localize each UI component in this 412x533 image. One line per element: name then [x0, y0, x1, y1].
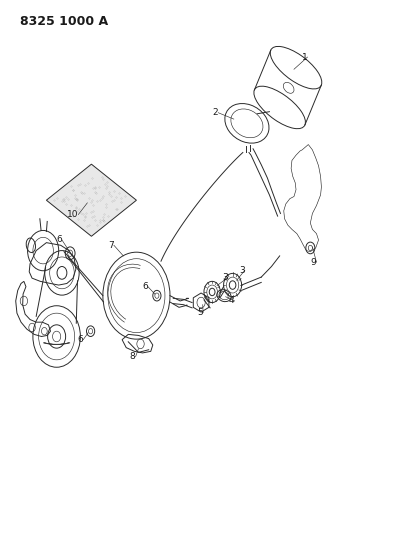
- Text: 2: 2: [213, 108, 218, 117]
- Text: 4: 4: [229, 296, 235, 305]
- Text: 1: 1: [302, 53, 307, 62]
- Text: 8325 1000 A: 8325 1000 A: [20, 14, 108, 28]
- Text: 6: 6: [142, 282, 148, 291]
- Text: 8: 8: [130, 352, 136, 361]
- Text: 3: 3: [222, 273, 228, 282]
- Text: 6: 6: [56, 236, 62, 245]
- Text: 6: 6: [77, 335, 83, 344]
- Polygon shape: [47, 164, 136, 236]
- Text: 9: 9: [311, 258, 316, 266]
- Text: 7: 7: [108, 241, 114, 250]
- Text: 5: 5: [197, 308, 203, 317]
- Text: 3: 3: [239, 266, 245, 274]
- Text: 10: 10: [67, 210, 78, 219]
